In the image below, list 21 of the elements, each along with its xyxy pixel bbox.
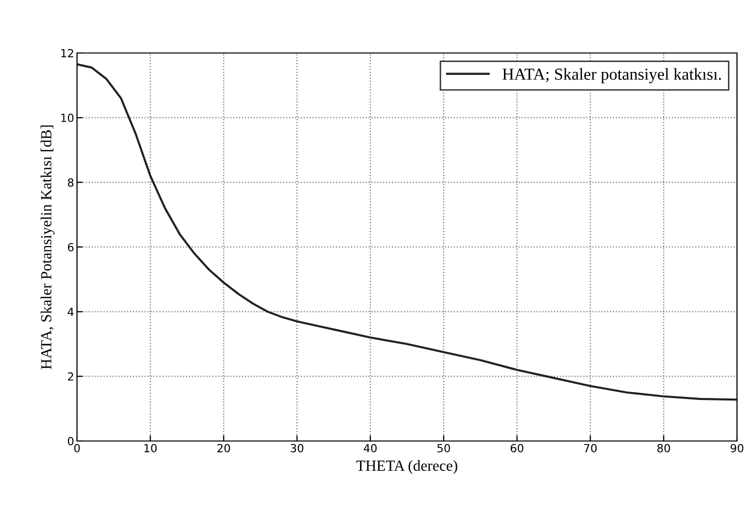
legend-label: HATA; Skaler potansiyel katkısı. [502,68,721,84]
x-tick-label: 90 [730,444,744,452]
y-tick-label: 6 [68,242,74,252]
x-tick-label: 0 [74,444,80,452]
x-tick-label: 20 [217,444,230,452]
x-axis-title: THETA (derece) [356,460,458,474]
x-tick-label: 50 [437,444,450,452]
y-tick-label: 12 [61,48,74,58]
x-tick-label: 10 [144,444,157,452]
y-tick-label: 10 [61,114,74,122]
x-tick-label: 70 [584,444,597,452]
x-tick-label: 80 [657,444,670,452]
line-series [77,63,737,401]
y-tick-label: 0 [68,436,74,446]
y-axis-title: HATA, Skaler Potansiyelin Katkısı [dB] [40,125,55,370]
x-tick-label: 40 [364,444,377,452]
y-tick-label: 8 [68,178,74,187]
y-tick-label: 2 [68,372,74,381]
x-tick-label: 60 [510,444,524,452]
y-tick-label: 4 [68,308,74,316]
x-tick-label: 30 [290,444,304,452]
